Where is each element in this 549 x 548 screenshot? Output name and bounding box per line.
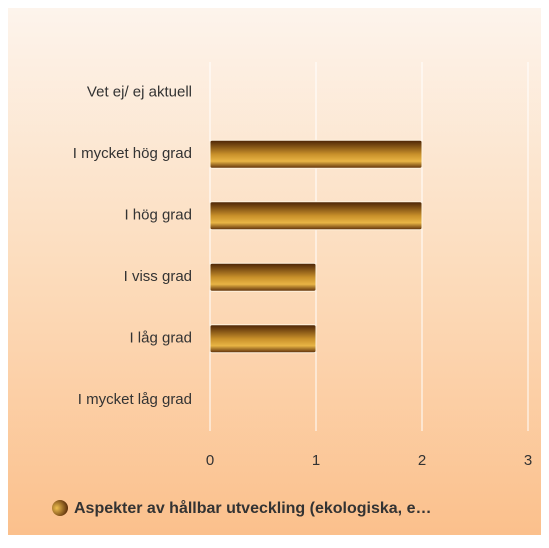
bar	[209, 262, 317, 292]
y-tick-label: Vet ej/ ej aktuell	[87, 84, 192, 101]
x-tick-label: 3	[524, 452, 532, 469]
y-tick-label: I mycket låg grad	[78, 391, 192, 408]
legend-label: Aspekter av hållbar utveckling (ekologis…	[74, 499, 431, 517]
x-tick-label: 0	[206, 452, 214, 469]
y-tick-label: I låg grad	[129, 330, 192, 347]
y-tick-label: I viss grad	[124, 268, 192, 285]
bar	[209, 201, 423, 231]
bar	[209, 139, 423, 169]
x-tick-label: 1	[312, 452, 320, 469]
y-tick-label: I hög grad	[124, 207, 192, 224]
bar	[209, 324, 317, 354]
x-tick-label: 2	[418, 452, 426, 469]
y-tick-label: I mycket hög grad	[73, 145, 192, 162]
legend-marker	[52, 500, 68, 516]
